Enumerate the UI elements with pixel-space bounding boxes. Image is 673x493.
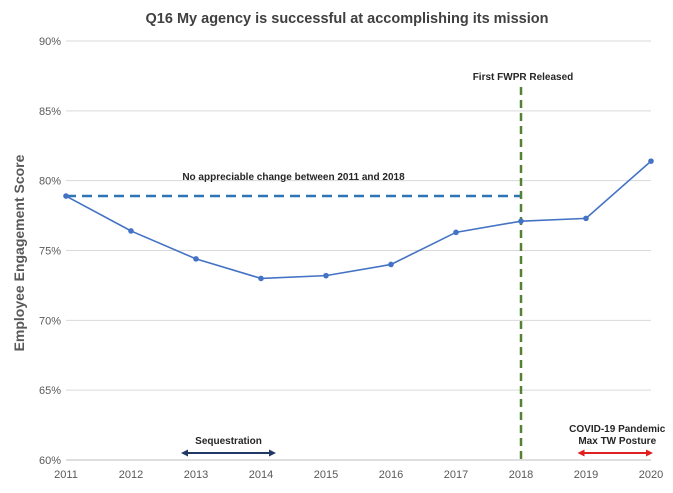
x-tick-label: 2019: [574, 469, 598, 481]
x-tick-label: 2018: [509, 469, 533, 481]
series-line: [65, 160, 652, 280]
span-arrow-start: [577, 449, 585, 457]
data-point: [453, 229, 459, 236]
vertical-line-label: First FWPR Released: [473, 72, 574, 83]
annotations: No appreciable change between 2011 and 2…: [66, 72, 666, 460]
y-tick-label: 85%: [39, 106, 61, 118]
y-tick-label: 80%: [39, 176, 61, 188]
y-axis-label: Employee Engagement Score: [11, 154, 27, 351]
x-tick-label: 2017: [444, 469, 468, 481]
span-label: Max TW Posture: [578, 436, 656, 447]
span-arrow-end: [646, 449, 653, 457]
data-point: [388, 261, 394, 268]
x-tick-label: 2011: [54, 469, 78, 481]
span-arrow-start: [181, 449, 188, 457]
span-label: Sequestration: [195, 436, 262, 447]
span-arrow-end: [269, 449, 276, 457]
span-label: COVID-19 Pandemic: [569, 424, 666, 435]
data-point: [193, 256, 199, 262]
x-tick-label: 2020: [639, 469, 663, 481]
data-point: [128, 228, 134, 234]
y-tick-label: 65%: [39, 385, 61, 397]
x-tick-labels: 2011 2012 2013 2014 2015 2016 2017 2018 2019 2020: [54, 469, 663, 481]
y-tick-labels: 60% 65% 70% 75% 80% 85% 90%: [39, 36, 61, 467]
x-tick-label: 2012: [119, 469, 143, 481]
x-tick-label: 2016: [379, 469, 403, 481]
x-tick-label: 2013: [184, 469, 208, 481]
series-layer: [63, 158, 654, 282]
reference-line-label: No appreciable change between 2011 and 2…: [182, 172, 405, 183]
y-tick-label: 90%: [39, 36, 61, 48]
chart-title: Q16 My agency is successful at accomplis…: [146, 11, 549, 27]
data-point: [518, 218, 524, 224]
data-point: [583, 215, 589, 222]
x-tick-label: 2014: [249, 469, 273, 481]
y-tick-label: 75%: [39, 246, 61, 258]
data-point: [648, 158, 654, 164]
x-tick-label: 2015: [314, 469, 338, 481]
data-point: [63, 193, 69, 199]
y-tick-label: 60%: [39, 455, 61, 467]
y-tick-label: 70%: [39, 315, 61, 327]
data-point: [258, 275, 264, 282]
gridlines: [66, 40, 651, 461]
data-point: [323, 272, 329, 279]
